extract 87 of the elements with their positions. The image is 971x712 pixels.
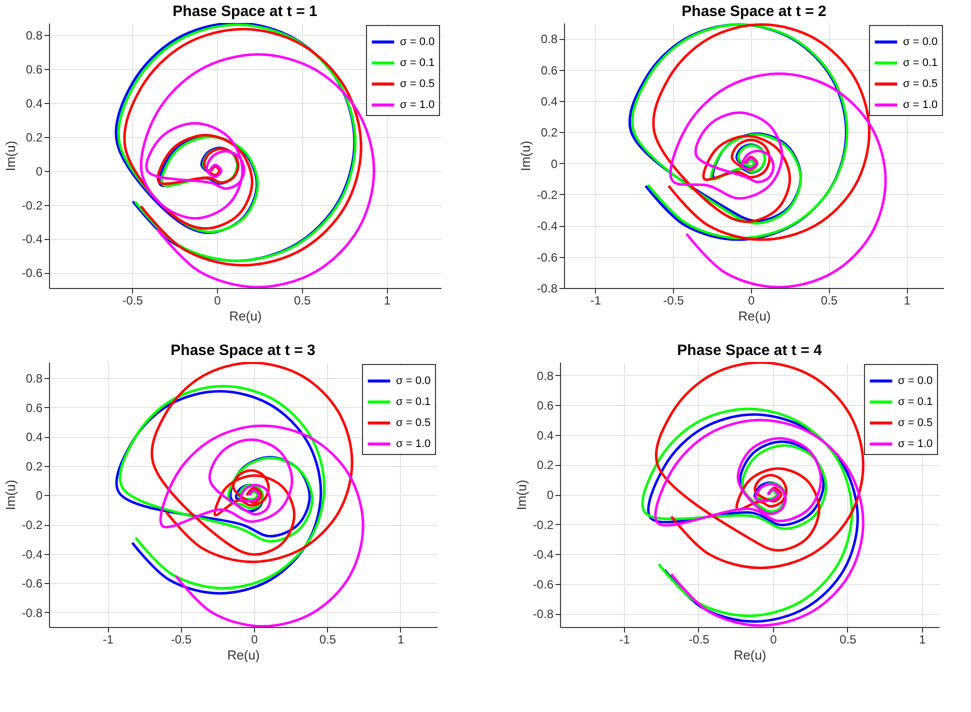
chart-title: Phase Space at t = 3 — [170, 342, 316, 359]
y-tick-label: 0 — [36, 488, 43, 503]
x-tick-label: -0.5 — [688, 632, 710, 646]
chart-title: Phase Space at t = 2 — [682, 3, 826, 20]
y-tick-label: 0.2 — [536, 458, 554, 472]
x-tick-label: -0.5 — [663, 294, 684, 308]
x-tick-label: 0.5 — [319, 632, 336, 646]
legend-label: σ = 0.1 — [400, 57, 435, 69]
x-tick-label: 1 — [904, 294, 911, 308]
x-tick-label: 1 — [919, 632, 926, 646]
y-axis-title: Im(u) — [2, 140, 18, 172]
y-tick-label: -0.8 — [532, 607, 554, 622]
x-tick-label: 0 — [214, 294, 222, 308]
legend-label: σ = 0.5 — [898, 417, 933, 429]
x-tick-label: -0.5 — [170, 632, 192, 646]
y-axis-title: Im(u) — [2, 480, 18, 510]
x-axis-title: Re(u) — [738, 308, 771, 324]
legend-label: σ = 0.5 — [400, 78, 435, 90]
y-tick-label: 0 — [546, 488, 554, 502]
legend-label: σ = 0.0 — [903, 36, 938, 48]
y-tick-label: -0.4 — [22, 547, 43, 562]
line-series — [652, 23, 870, 241]
x-axis-title: Re(u) — [227, 648, 260, 662]
x-axis-title: Re(u) — [229, 308, 262, 324]
x-tick-label: -0.5 — [122, 294, 144, 308]
legend-label: σ = 0.1 — [396, 396, 431, 408]
y-tick-label: -0.6 — [22, 266, 43, 280]
y-axis-title: Im(u) — [518, 140, 533, 172]
line-series — [140, 53, 376, 288]
x-tick-label: 1 — [398, 632, 405, 646]
y-tick-label: 0.6 — [540, 63, 558, 78]
legend-label: σ = 1.0 — [400, 99, 435, 111]
x-axis-title: Re(u) — [734, 648, 766, 662]
x-tick-label: 1 — [384, 294, 391, 308]
line-series — [655, 362, 864, 570]
y-tick-label: 0.2 — [26, 130, 43, 144]
y-tick-label: 0.4 — [26, 96, 43, 110]
x-tick-label: 0.5 — [840, 632, 857, 646]
legend-label: σ = 0.1 — [898, 396, 933, 408]
y-tick-label: -0.8 — [536, 282, 558, 296]
x-tick-label: -1 — [619, 632, 630, 646]
y-tick-label: -0.2 — [22, 198, 43, 212]
x-tick-label: 0 — [770, 632, 778, 646]
y-tick-label: 0.4 — [540, 94, 558, 108]
line-series — [151, 362, 354, 564]
y-tick-label: -0.6 — [532, 577, 554, 592]
legend-label: σ = 0.0 — [898, 375, 933, 387]
chart-title: Phase Space at t = 4 — [677, 342, 822, 359]
y-tick-label: -0.2 — [532, 518, 554, 532]
y-tick-label: -0.8 — [22, 606, 43, 620]
y-tick-label: 0.4 — [26, 430, 43, 444]
y-tick-label: 0.8 — [26, 28, 43, 42]
legend-label: σ = 1.0 — [903, 99, 938, 111]
y-tick-label: -0.4 — [532, 548, 554, 562]
y-axis-title: Im(u) — [514, 480, 529, 510]
x-tick-label: 0 — [251, 632, 258, 646]
y-tick-label: 0.8 — [536, 368, 554, 383]
y-tick-label: -0.4 — [22, 232, 43, 246]
y-tick-label: -0.2 — [22, 518, 43, 532]
x-tick-label: 0.5 — [294, 294, 312, 308]
y-tick-label: -0.2 — [536, 188, 558, 202]
y-tick-label: 0.8 — [26, 372, 43, 386]
line-series — [670, 72, 887, 288]
legend-label: σ = 0.5 — [396, 417, 431, 429]
y-tick-label: 0.6 — [26, 62, 43, 76]
legend-label: σ = 0.5 — [903, 78, 938, 90]
y-tick-label: 0.2 — [26, 459, 43, 474]
x-tick-label: 0 — [748, 294, 756, 308]
y-tick-label: -0.4 — [536, 219, 558, 234]
y-tick-label: 0.6 — [536, 398, 554, 413]
x-tick-label: -1 — [102, 632, 114, 646]
y-tick-label: -0.6 — [536, 250, 558, 264]
y-tick-label: 0.8 — [540, 32, 558, 46]
y-tick-label: 0.4 — [536, 428, 554, 442]
y-tick-label: 0.2 — [540, 126, 558, 140]
y-tick-label: 0 — [550, 156, 558, 171]
legend-label: σ = 1.0 — [898, 438, 933, 450]
y-tick-label: -0.6 — [22, 576, 43, 591]
legend-label: σ = 0.0 — [396, 375, 431, 387]
y-tick-label: 0.6 — [26, 400, 43, 415]
y-tick-label: 0 — [36, 164, 43, 178]
x-tick-label: 0.5 — [820, 294, 838, 308]
chart-title: Phase Space at t = 1 — [172, 3, 318, 20]
legend-label: σ = 0.0 — [400, 36, 435, 48]
x-tick-label: -1 — [590, 294, 602, 308]
legend-label: σ = 1.0 — [396, 438, 431, 450]
legend-label: σ = 0.1 — [903, 57, 938, 69]
